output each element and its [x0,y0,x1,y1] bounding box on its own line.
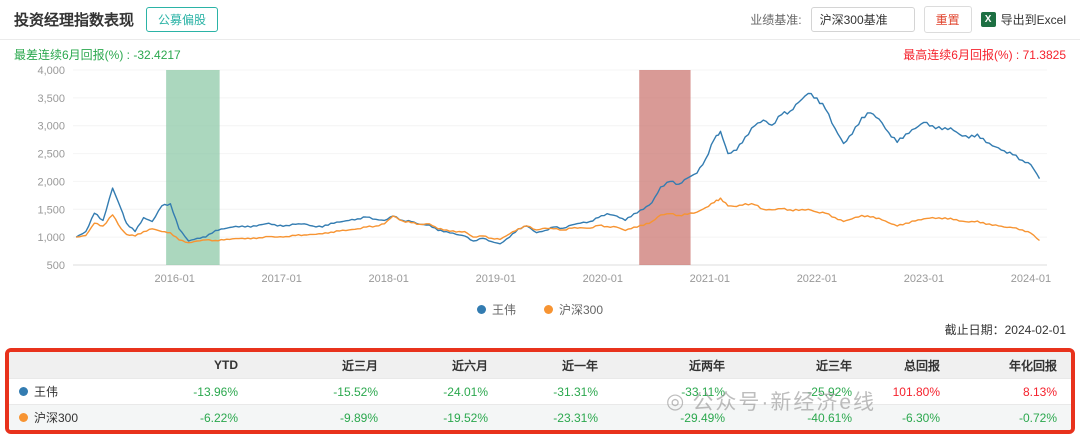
table-header-row: YTD 近三月 近六月 近一年 近两年 近三年 总回报 年化回报 [9,352,1071,378]
y-axis-label: 2,000 [37,176,65,188]
value-cell: -6.30% [901,410,940,425]
column-header: 近三年 [815,358,852,373]
legend-dot [476,304,486,314]
value-cell: 8.13% [1022,384,1057,399]
y-axis-label: 3,000 [37,121,65,133]
value-cell: -33.11% [681,384,725,399]
best-6m-return: 最高连续6月回报(%) : 71.3825 [903,46,1066,62]
value-cell: -24.01% [443,384,488,399]
y-axis-label: 1,500 [37,204,65,216]
y-axis-label: 3,500 [37,93,65,105]
x-axis-label: 2017-01 [262,273,302,285]
worst-6m-band [166,70,220,265]
annotation-outline: YTD 近三月 近六月 近一年 近两年 近三年 总回报 年化回报王伟 -13.96% -15.52… [5,348,1075,434]
table-row: 王伟 -13.96% -15.52% -24.01% -31.31% -33.11% -25… [9,378,1071,404]
column-header: 总回报 [903,358,940,373]
header-left: 投资经理指数表现 公募偏股 [14,7,219,32]
series-name: 沪深300 [34,411,79,425]
legend-item-benchmark[interactable]: 沪深300 [543,301,604,318]
best-6m-band [639,70,691,265]
x-axis-label: 2023-01 [904,273,944,285]
column-header: 年化回报 [1008,358,1057,373]
value-cell: 101.80% [892,384,940,399]
column-header: 近两年 [688,358,725,373]
y-axis-label: 2,500 [37,149,65,161]
x-axis-label: 2021-01 [690,273,730,285]
worst-6m-value: -32.4217 [133,48,181,62]
legend-label: 沪深300 [558,302,604,317]
stats-row: 最差连续6月回报(%) : -32.4217 最高连续6月回报(%) : 71.… [0,40,1080,62]
value-cell: -31.31% [553,384,598,399]
value-cell: -19.52% [443,410,488,425]
value-cell: -15.52% [333,384,378,399]
header-bar: 投资经理指数表现 公募偏股 业绩基准: 重置 X 导出到Excel [0,0,1080,40]
cutoff-date: 截止日期：2024-02-01 [944,323,1066,337]
value-cell: -13.96% [193,384,238,399]
row-name-cell: 沪深300 [9,409,144,426]
legend-label: 王伟 [491,302,516,317]
column-header: YTD [214,358,238,372]
column-header: 近一年 [561,358,598,373]
export-label: 导出到Excel [1000,13,1066,27]
header-right: 业绩基准: 重置 X 导出到Excel [750,6,1066,33]
export-excel-button[interactable]: X 导出到Excel [980,11,1066,28]
worst-6m-label: 最差连续6月回报(%) : [14,48,134,62]
value-cell: -29.49% [680,410,725,425]
x-axis-label: 2022-01 [797,273,837,285]
table-row: 沪深300 -6.22% -9.89% -19.52% -23.31% -29.49% -4… [9,404,1071,430]
best-6m-label: 最高连续6月回报(%) : [903,48,1023,62]
y-axis-label: 1,000 [37,232,65,244]
legend-item-manager[interactable]: 王伟 [476,301,516,318]
reset-button[interactable]: 重置 [923,6,972,33]
x-axis-label: 2019-01 [476,273,516,285]
column-header: 近三月 [341,358,378,373]
series-line-benchmark [76,197,1040,244]
row-name-cell: 王伟 [9,383,144,400]
page-title: 投资经理指数表现 [14,12,135,29]
benchmark-input[interactable] [810,7,915,32]
x-axis-label: 2020-01 [583,273,623,285]
category-filter-button[interactable]: 公募偏股 [146,7,219,32]
value-cell: -9.89% [339,410,378,425]
series-line-manager [75,92,1041,245]
value-cell: -25.92% [807,384,852,399]
excel-icon: X [980,12,996,27]
x-axis-label: 2016-01 [154,273,194,285]
x-axis-label: 2024-01 [1011,273,1051,285]
value-cell: -40.61% [807,410,852,425]
benchmark-label: 业绩基准: [750,13,802,27]
value-cell: -6.22% [199,410,238,425]
legend-dot [543,304,553,314]
chart-legend: 王伟 沪深300 [0,300,1080,318]
series-name: 王伟 [34,385,59,399]
best-6m-value: 71.3825 [1022,48,1066,62]
value-cell: -23.31% [553,410,598,425]
worst-6m-return: 最差连续6月回报(%) : -32.4217 [14,46,181,62]
series-dot [19,413,28,422]
performance-table: YTD 近三月 近六月 近一年 近两年 近三年 总回报 年化回报王伟 -13.96% -15.52… [9,352,1071,430]
y-axis-label: 4,000 [37,65,65,77]
series-dot [19,387,28,396]
chart-canvas[interactable]: 500 1,000 1,500 2,000 2,500 3,000 3,500 4,000 20… [0,60,1080,298]
value-cell: -0.72% [1018,410,1057,425]
column-header: 近六月 [451,358,488,373]
y-axis-label: 500 [47,260,65,272]
x-axis-label: 2018-01 [369,273,409,285]
